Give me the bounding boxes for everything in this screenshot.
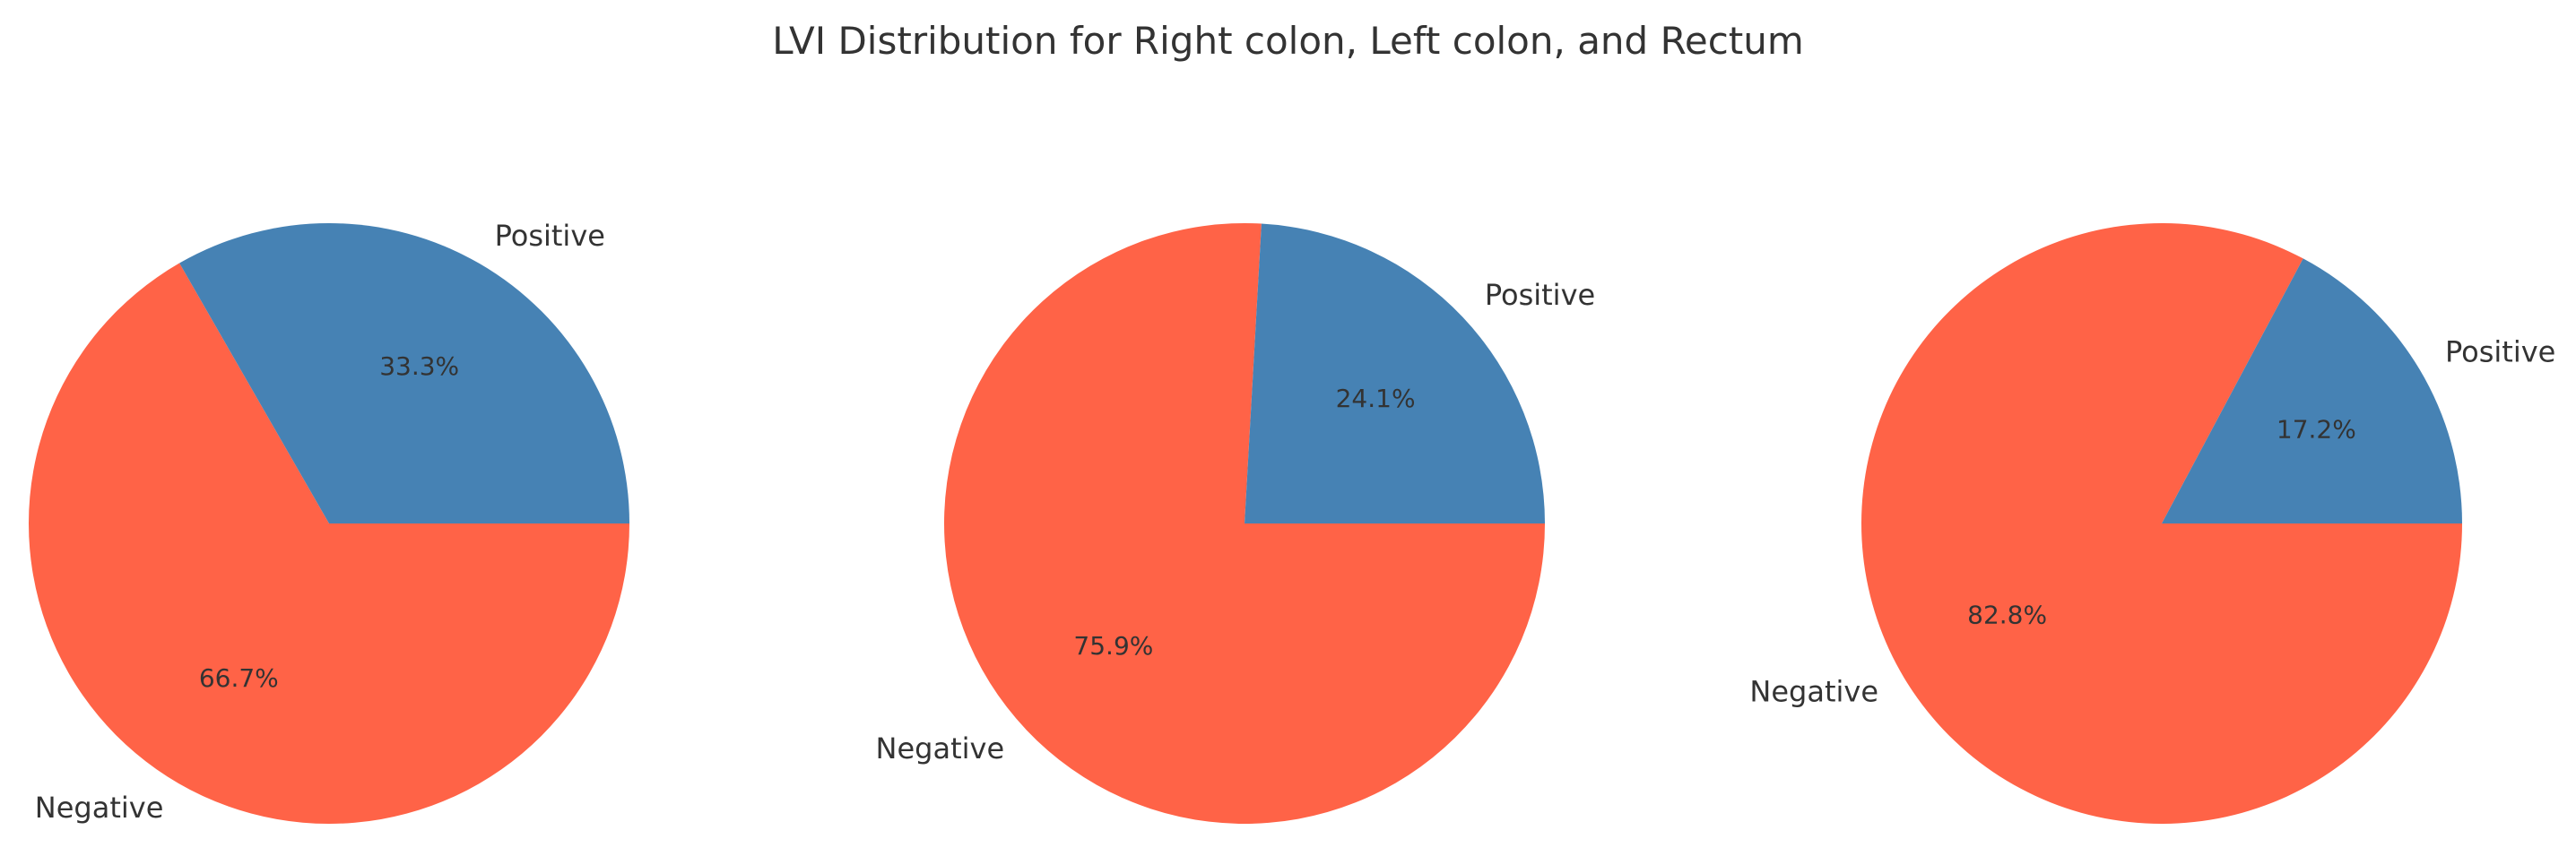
slice-percent-label: 75.9% (1073, 631, 1153, 661)
pie-slice-positive (2162, 258, 2462, 523)
slice-percent-label: 66.7% (199, 663, 279, 693)
pie-chart-rectum: Negative 82.8% Positive 17.2% (1749, 222, 2555, 824)
pie-slice-negative (28, 263, 629, 824)
slice-label-negative: Negative (35, 791, 164, 825)
slice-percent-label: 82.8% (1967, 600, 2047, 629)
pie-slice-positive (179, 222, 630, 523)
pie-slice-positive (1245, 223, 1545, 524)
chart-title: LVI Distribution for Right colon, Left c… (772, 19, 1804, 63)
slice-label-negative: Negative (1749, 675, 1878, 709)
slice-percent-label: 24.1% (1336, 384, 1416, 413)
pie-slice-negative (944, 223, 1545, 825)
slice-percent-label: 33.3% (379, 351, 459, 381)
slice-label-positive: Positive (2445, 334, 2555, 368)
pie-chart-right-colon: Negative 66.7% Positive 33.3% (28, 219, 630, 825)
pie-slice-negative (1860, 222, 2462, 824)
pie-chart-left-colon: Negative 75.9% Positive 24.1% (876, 223, 1595, 825)
slice-label-positive: Positive (1485, 278, 1595, 312)
slice-label-negative: Negative (876, 731, 1005, 766)
slice-percent-label: 17.2% (2277, 415, 2356, 445)
slice-label-positive: Positive (495, 219, 605, 253)
